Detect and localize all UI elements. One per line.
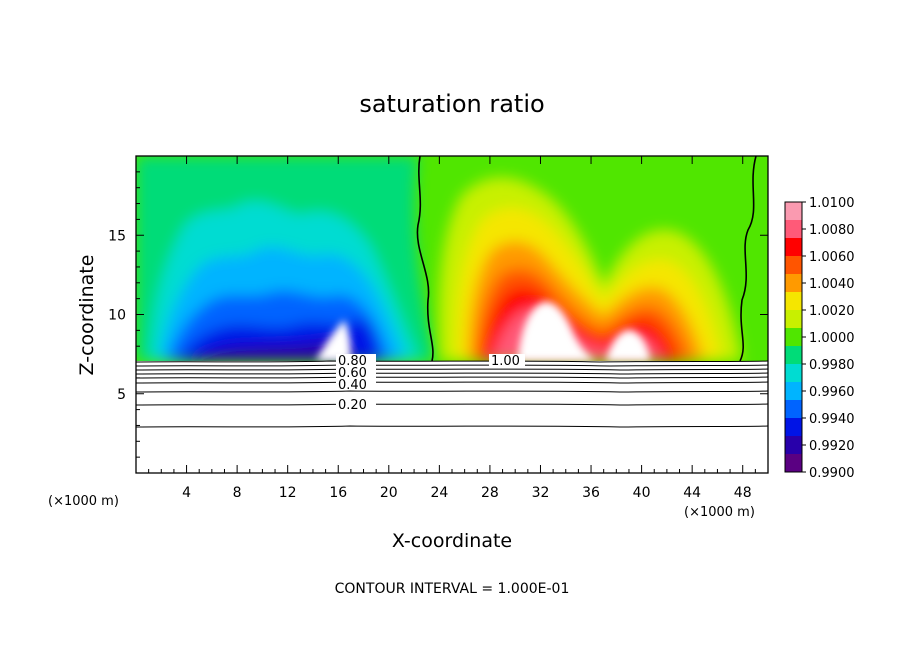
colorbar-swatches (785, 202, 802, 473)
x-tick-label: 16 (329, 485, 347, 501)
colorbar-swatch (785, 292, 802, 311)
y-tick-label: 10 (108, 308, 126, 324)
colorbar-label: 0.9940 (809, 412, 855, 427)
x-tick-label: 48 (734, 485, 752, 501)
x-tick-label: 44 (683, 485, 701, 501)
contour-label-0-40: 0.40 (338, 378, 367, 393)
contour-label-0-60: 0.60 (338, 366, 367, 381)
colorbar-label: 0.9920 (809, 439, 855, 454)
colorbar-label: 1.0020 (809, 304, 855, 319)
x-tick-label: 12 (279, 485, 297, 501)
plot-area: 0.80 0.60 0.40 0.20 1.00 (135, 155, 769, 474)
contour-line-1-00-left (416, 156, 434, 361)
cloud-region (316, 301, 650, 361)
colorbar-label: 1.0080 (809, 223, 855, 238)
y-tick-label: 5 (117, 387, 126, 403)
x-tick-label: 28 (481, 485, 499, 501)
colorbar-swatch (785, 202, 802, 221)
colorbar: 1.0100 1.0080 1.0060 1.0040 1.0020 1.0000 0.99… (784, 196, 855, 481)
contour-label-0-20: 0.20 (338, 398, 367, 413)
y-tick-label: 15 (108, 228, 126, 244)
colorbar-label: 0.9900 (809, 466, 855, 481)
x-tick-label: 40 (633, 485, 651, 501)
x-unit-label-right: (×1000 m) (684, 505, 755, 520)
x-tick-label: 36 (582, 485, 600, 501)
colorbar-label: 0.9980 (809, 358, 855, 373)
x-unit-label-left: (×1000 m) (48, 494, 119, 509)
colorbar-swatch (785, 310, 802, 329)
x-tick-label: 24 (430, 485, 448, 501)
y-tick-marks (136, 171, 768, 458)
x-tick-label: 20 (380, 485, 398, 501)
colorbar-swatch (785, 364, 802, 383)
x-tick-marks (148, 156, 756, 473)
colorbar-label: 1.0040 (809, 277, 855, 292)
colorbar-swatch (785, 454, 802, 473)
contour-line-1-00-right (739, 156, 757, 361)
colorbar-labels: 1.0100 1.0080 1.0060 1.0040 1.0020 1.0000 0.99… (802, 196, 855, 481)
lower-contours (136, 360, 768, 428)
y-tick-labels: 5 10 15 (108, 228, 126, 403)
y-axis-label: Z-coordinate (76, 255, 98, 376)
x-axis-label: X-coordinate (392, 530, 512, 552)
colorbar-swatch (785, 382, 802, 401)
subsaturated-region (136, 156, 436, 361)
x-tick-label: 8 (233, 485, 242, 501)
colorbar-swatch (785, 436, 802, 455)
colorbar-swatch (785, 346, 802, 365)
colorbar-label: 1.0000 (809, 331, 855, 346)
colorbar-label: 0.9960 (809, 385, 855, 400)
colorbar-label: 1.0060 (809, 250, 855, 265)
x-tick-label: 4 (182, 485, 191, 501)
colorbar-swatch (785, 418, 802, 437)
contour-label-1-00: 1.00 (491, 354, 520, 369)
contour-label-0-80: 0.80 (338, 354, 367, 369)
colorbar-swatch (785, 256, 802, 275)
x-tick-labels: 4 8 12 16 20 24 28 32 36 40 44 48 (182, 485, 752, 501)
contour-labels: 0.80 0.60 0.40 0.20 1.00 (336, 354, 525, 413)
chart-title: saturation ratio (359, 90, 544, 118)
colorbar-swatch (785, 328, 802, 347)
saturation-field (136, 156, 768, 361)
colorbar-swatch (785, 238, 802, 257)
colorbar-swatch (785, 400, 802, 419)
colorbar-swatch (785, 274, 802, 293)
colorbar-swatch (785, 220, 802, 239)
x-tick-label: 32 (532, 485, 550, 501)
colorbar-label: 1.0100 (809, 196, 855, 211)
contour-interval-note: CONTOUR INTERVAL = 1.000E-01 (335, 581, 570, 597)
